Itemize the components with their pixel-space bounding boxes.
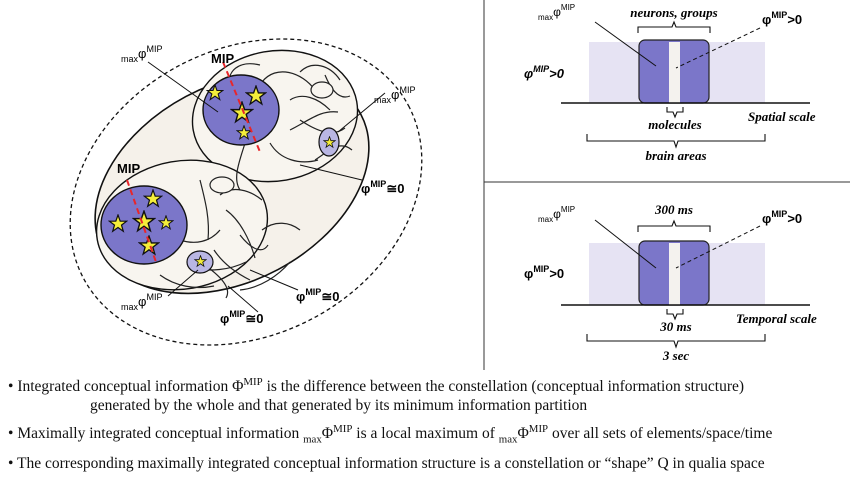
spatial-phi-left-label: φMIP>0 <box>524 64 565 81</box>
temporal-max-pointer <box>594 219 657 269</box>
spatial-top-brace <box>637 20 711 33</box>
bullet-superscript: MIP <box>333 423 353 436</box>
lower-mip-label: MIP <box>117 161 140 176</box>
bullet-text: Integrated conceptual information Φ <box>13 378 244 396</box>
spatial-phi-pointer <box>675 27 761 69</box>
phi-approx-zero-bottom-right: φMIP≅0 <box>296 287 339 304</box>
temporal-phi-right-label: φMIP>0 <box>762 209 802 226</box>
temporal-top-label: 300 ms <box>654 202 693 217</box>
bullet-superscript: MIP <box>243 376 263 388</box>
lower-mip-line <box>126 179 157 263</box>
bullet-marker: • <box>8 378 14 396</box>
temporal-inner-brace <box>666 309 684 321</box>
left-diagram: MIP MIP maxφMIP maxφMIP maxφMIP φMIP≅0 φ… <box>69 38 423 346</box>
phi-approx-zero-bottom: φMIP≅0 <box>220 309 263 326</box>
bullet-item-3: • The corresponding maximally integrated… <box>8 454 848 473</box>
temporal-phi-left-label: φMIP>0 <box>524 264 564 281</box>
spatial-scale-panel: neurons, groups maxφMIP φMIP>0 φMIP>0 Sp… <box>524 3 816 163</box>
temporal-axis-label: Temporal scale <box>736 311 817 326</box>
bullet-text: Maximally integrated conceptual informat… <box>13 425 304 443</box>
bullet-symbol: Φ <box>321 425 334 443</box>
label-pointer-lines <box>147 61 386 313</box>
temporal-outer-label: 3 sec <box>662 348 690 363</box>
bullet-item-1: • Integrated conceptual information ΦMIP… <box>8 373 848 415</box>
bullet-continuation: generated by the whole and that generate… <box>90 397 588 415</box>
temporal-inner-gap <box>669 243 680 305</box>
bullet-superscript: MIP <box>528 423 549 436</box>
spatial-max-label: maxφMIP <box>538 3 575 22</box>
bullet-text: over all sets of elements/space/time <box>548 425 773 443</box>
upper-mip-line <box>222 61 261 153</box>
bullet-marker: • <box>8 455 14 473</box>
temporal-scale-panel: 300 ms maxφMIP φMIP>0 φMIP>0 Temporal sc… <box>524 202 817 363</box>
bullet-marker: • <box>8 425 14 443</box>
spatial-inner-brace <box>666 107 684 119</box>
small-node-mid <box>209 176 235 194</box>
bullet-text: is a local maximum of <box>352 425 499 443</box>
temporal-outer-brace <box>586 334 766 349</box>
figure-canvas: MIP MIP maxφMIP maxφMIP maxφMIP φMIP≅0 φ… <box>69 0 850 370</box>
bullet-list: • Integrated conceptual information ΦMIP… <box>8 373 848 473</box>
phi-approx-zero-right: φMIP≅0 <box>361 179 404 196</box>
max-phi-label-bottom: maxφMIP <box>121 292 162 312</box>
max-phi-label-right: maxφMIP <box>374 85 415 105</box>
bullet-text: is the difference between the constellat… <box>262 378 745 396</box>
temporal-top-brace <box>637 219 711 232</box>
upper-mip-label: MIP <box>211 51 234 66</box>
spatial-outer-brace <box>586 134 766 149</box>
small-node-upper <box>310 81 334 99</box>
spatial-inner-label: molecules <box>648 117 701 132</box>
spatial-axis-label: Spatial scale <box>748 109 816 124</box>
bullet-symbol: Φ <box>517 425 529 443</box>
spatial-phi-right-label: φMIP>0 <box>762 10 802 27</box>
max-phi-label-upper-left: maxφMIP <box>121 44 162 64</box>
bullet-subscript: max <box>303 433 322 446</box>
temporal-inner-label: 30 ms <box>659 319 691 334</box>
bullet-subscript: max <box>498 433 518 446</box>
spatial-max-pointer <box>594 21 657 67</box>
bullet-item-2: • Maximally integrated conceptual inform… <box>8 420 848 449</box>
spatial-top-label: neurons, groups <box>630 5 717 20</box>
temporal-max-label: maxφMIP <box>538 205 575 224</box>
bullet-text: The corresponding maximally integrated c… <box>13 455 765 473</box>
dashed-outer-boundary <box>69 38 423 346</box>
spatial-outer-label: brain areas <box>645 148 706 163</box>
spatial-inner-gap <box>669 42 680 103</box>
temporal-phi-pointer <box>675 225 761 269</box>
